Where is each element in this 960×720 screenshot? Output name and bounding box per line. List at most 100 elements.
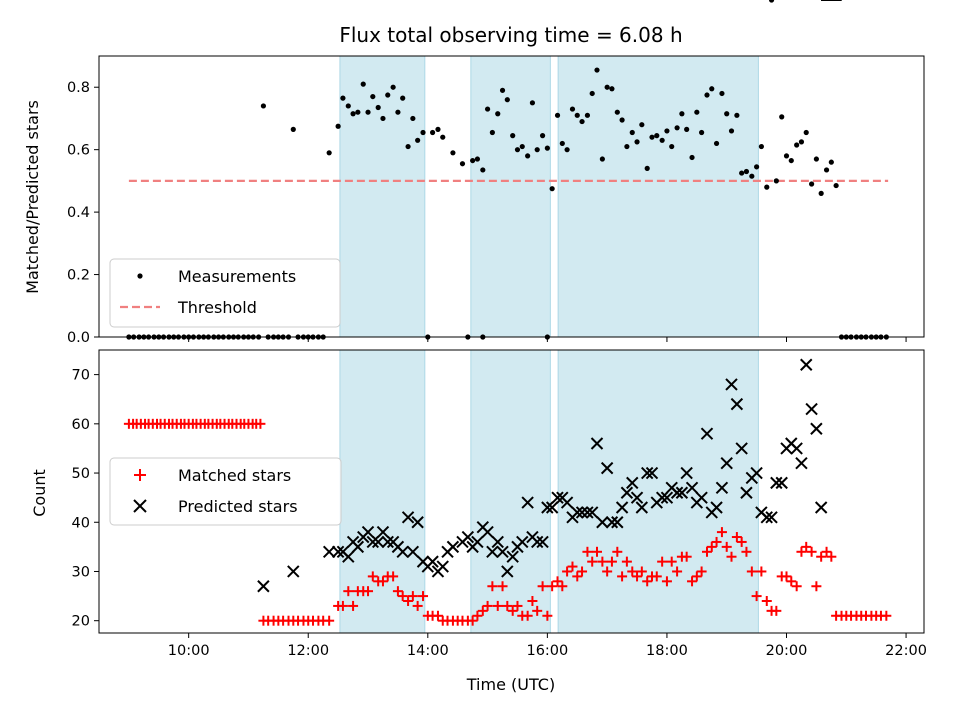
measurement-point	[440, 134, 446, 140]
measurement-point	[614, 109, 620, 115]
matched-point	[602, 566, 613, 577]
chart-title: Flux total observing time = 6.08 h	[339, 23, 682, 47]
predicted-point	[331, 545, 345, 558]
predicted-point	[496, 545, 509, 558]
measurement-point	[823, 167, 830, 173]
bottom-x-axis: 10:00 12:00 14:00 16:00 18:00 20:00 22:00	[168, 633, 927, 659]
measurement-point	[519, 143, 525, 150]
bottom-plot-frame	[98, 349, 925, 634]
predicted-point	[700, 427, 714, 440]
matched-point	[816, 551, 827, 562]
predicted-point	[371, 535, 385, 549]
predicted-point	[471, 535, 484, 549]
measurement-point	[704, 92, 710, 98]
matched-point	[487, 581, 498, 592]
predicted-point	[257, 580, 270, 593]
matched-point	[397, 591, 408, 602]
matched-point	[527, 596, 538, 607]
measurement-point	[659, 137, 665, 143]
matched-point	[492, 600, 503, 611]
predicted-point	[620, 486, 634, 499]
measurement-point	[634, 139, 640, 145]
measurement-point	[415, 137, 421, 143]
measurement-point	[355, 109, 361, 115]
matched-point	[651, 571, 662, 582]
bottom-legend: Matched stars Predicted stars	[109, 457, 342, 526]
matched-point	[403, 596, 414, 607]
matched-point	[672, 566, 683, 577]
y-tick-label: 0.8	[67, 80, 90, 96]
measurement-point	[779, 114, 785, 120]
predicted-point	[545, 501, 559, 514]
predicted-point	[735, 442, 748, 455]
measurement-point	[459, 161, 466, 167]
matched-point	[741, 546, 752, 557]
measurement-point	[260, 103, 267, 109]
matched-point	[537, 581, 548, 592]
measurement-point	[360, 81, 366, 87]
matched-point	[392, 586, 403, 597]
x-axis-label: Time (UTC)	[466, 675, 555, 694]
measurement-point	[713, 140, 720, 147]
predicted-point	[720, 456, 733, 470]
legend-measurements-marker	[137, 273, 143, 279]
matched-point	[746, 566, 757, 577]
predicted-point	[571, 506, 584, 519]
matched-point	[363, 586, 374, 597]
predicted-point	[516, 535, 529, 549]
matched-point	[324, 615, 335, 626]
measurement-point	[514, 147, 521, 153]
measurement-point	[764, 184, 770, 190]
measurement-point	[818, 190, 824, 196]
measurement-point	[624, 143, 630, 150]
shaded-interval-2	[470, 55, 551, 338]
predicted-point	[560, 496, 574, 509]
x-tick-label: 20:00	[766, 643, 808, 659]
predicted-point	[461, 530, 475, 544]
matched-point	[661, 576, 672, 587]
measurement-point	[480, 167, 486, 173]
measurement-point	[450, 150, 456, 156]
top-shaded-intervals	[339, 55, 759, 338]
measurement-point	[754, 164, 760, 170]
measurement-point	[813, 156, 819, 162]
y-tick-label: 40	[72, 515, 90, 531]
shaded-interval-1	[339, 55, 426, 338]
y-tick-label: 0.2	[67, 268, 90, 284]
matched-point	[367, 571, 378, 582]
matched-point	[572, 571, 583, 582]
matched-point	[627, 566, 638, 577]
matched-point	[472, 610, 483, 621]
matched-point	[706, 541, 717, 552]
matched-point	[632, 571, 643, 582]
predicted-point	[680, 466, 693, 480]
matched-point	[781, 571, 792, 582]
measurement-point	[510, 133, 516, 139]
matched-point	[761, 596, 772, 607]
predicted-point	[366, 535, 380, 549]
measurement-point	[525, 153, 531, 159]
measurement-point	[326, 150, 332, 156]
predicted-point	[600, 461, 614, 475]
top-panel: 0.00.20.40.60.8 Matched/Predicted stars …	[23, 0, 925, 346]
predicted-point	[660, 491, 674, 504]
matched-point	[681, 551, 692, 562]
matched-point	[388, 571, 399, 582]
predicted-point	[675, 486, 689, 499]
y-tick-label: 20	[72, 614, 90, 630]
legend-threshold-label: Threshold	[177, 298, 257, 317]
measurement-point	[734, 112, 740, 118]
matched-point	[806, 546, 817, 557]
measurement-point	[504, 97, 510, 103]
matched-point	[532, 605, 543, 616]
matched-point	[612, 546, 623, 557]
measurement-point	[340, 95, 346, 101]
measurement-point	[335, 123, 341, 129]
measurement-point	[758, 143, 764, 150]
measurement-point	[549, 186, 555, 192]
measurement-point	[470, 157, 476, 164]
predicted-point	[396, 545, 409, 558]
matched-point	[591, 546, 602, 557]
top-plot-frame	[98, 55, 925, 338]
matched-point	[711, 536, 722, 547]
